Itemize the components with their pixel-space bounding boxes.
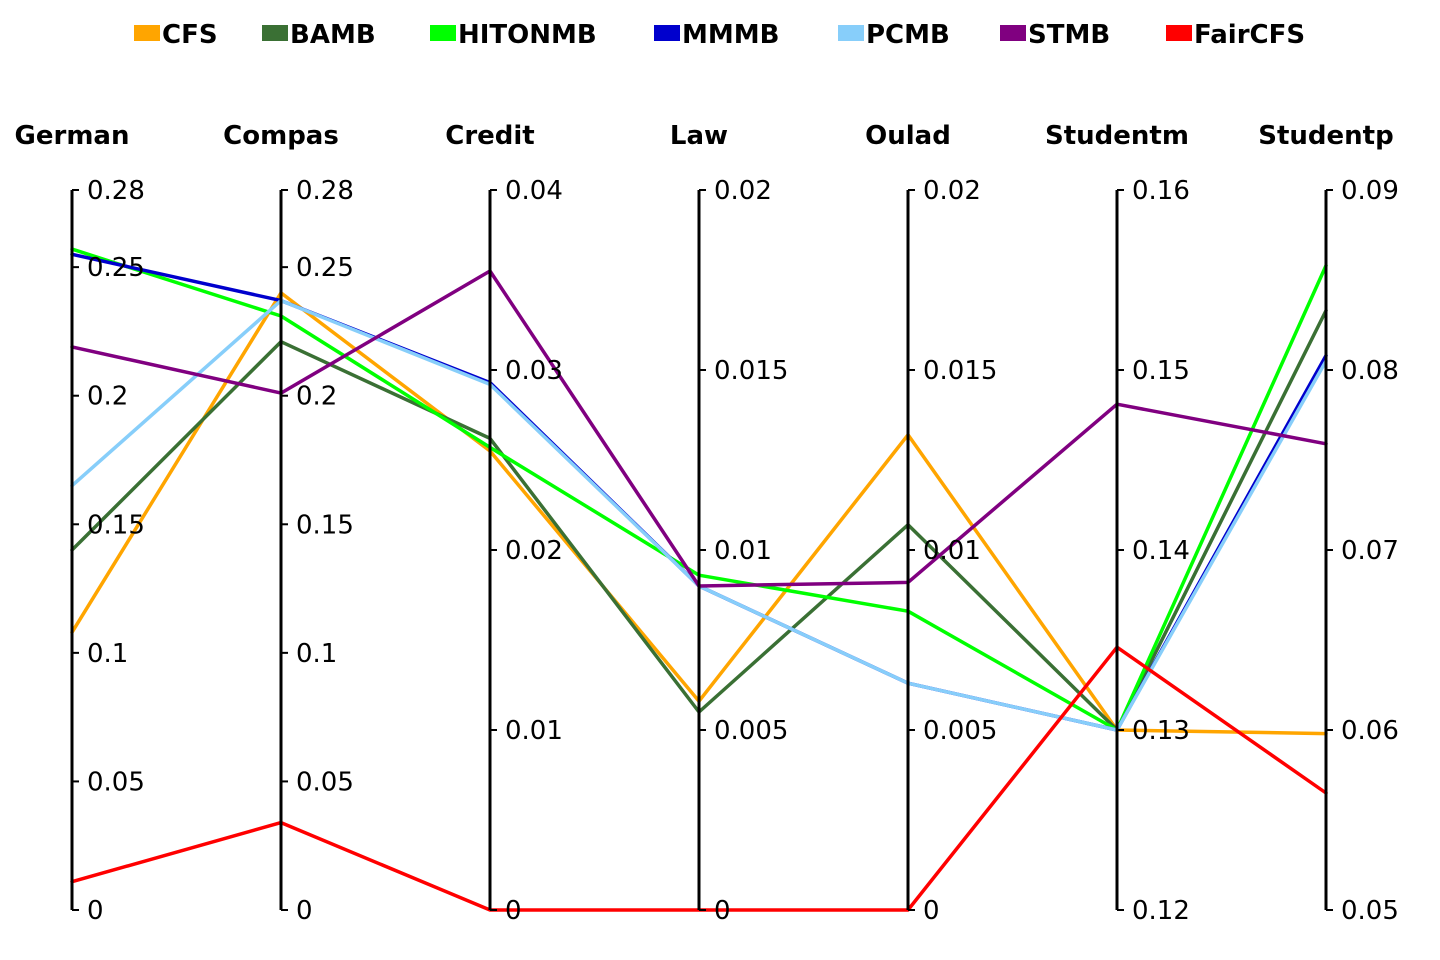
tick-label: 0.15 [87, 510, 145, 540]
tick-label: 0.005 [714, 716, 788, 746]
tick-label: 0 [87, 896, 104, 926]
tick-label: 0.02 [714, 176, 772, 206]
axis-title-oulad: Oulad [865, 121, 951, 151]
legend-label-pcmb: PCMB [866, 20, 950, 50]
tick-label: 0.1 [87, 639, 128, 669]
tick-label: 0.015 [714, 356, 788, 386]
legend-swatch-cfs [134, 25, 160, 41]
tick-label: 0.04 [505, 176, 563, 206]
axis-compas: Compas 0 0.05 0.1 0.15 0.2 0.25 0.28 [223, 121, 354, 926]
tick-label: 0.2 [296, 382, 337, 412]
axis-title-german: German [15, 121, 130, 151]
tick-label: 0.06 [1341, 716, 1399, 746]
tick-label: 0.01 [923, 536, 981, 566]
legend-label-bamb: BAMB [290, 20, 376, 50]
legend-swatch-bamb [262, 25, 288, 41]
tick-label: 0.02 [505, 536, 563, 566]
tick-label: 0.02 [923, 176, 981, 206]
tick-label: 0 [714, 896, 731, 926]
legend-label-faircfs: FairCFS [1194, 20, 1305, 50]
tick-label: 0.08 [1341, 356, 1399, 386]
tick-label: 0.28 [296, 176, 354, 206]
legend-swatch-mmmb [654, 25, 680, 41]
tick-label: 0.07 [1341, 536, 1399, 566]
axis-studentm: Studentm 0.12 0.13 0.14 0.15 0.16 [1045, 121, 1190, 926]
tick-label: 0.01 [714, 536, 772, 566]
legend: CFS BAMB HITONMB MMMB PCMB STMB FairCFS [134, 20, 1305, 50]
axis-credit: Credit 0 0.01 0.02 0.03 0.04 [445, 121, 563, 926]
legend-swatch-hitonmb [430, 25, 456, 41]
tick-label: 0 [296, 896, 313, 926]
tick-label: 0.25 [87, 253, 145, 283]
axis-title-studentm: Studentm [1045, 121, 1189, 151]
axis-studentp: Studentp 0.05 0.06 0.07 0.08 0.09 [1258, 121, 1399, 926]
tick-label: 0.01 [505, 716, 563, 746]
tick-label: 0 [505, 896, 522, 926]
legend-swatch-stmb [1000, 25, 1026, 41]
legend-swatch-pcmb [838, 25, 864, 41]
axis-law: Law 0 0.005 0.01 0.015 0.02 [670, 121, 789, 926]
tick-label: 0.2 [87, 382, 128, 412]
axis-oulad: Oulad 0 0.005 0.01 0.015 0.02 [865, 121, 997, 926]
legend-label-mmmb: MMMB [682, 20, 779, 50]
axis-german: German 0 0.05 0.1 0.15 0.2 0.25 0.28 [15, 121, 145, 926]
tick-label: 0.12 [1132, 896, 1190, 926]
tick-label: 0.005 [923, 716, 997, 746]
tick-label: 0 [923, 896, 940, 926]
tick-label: 0.1 [296, 639, 337, 669]
tick-label: 0.13 [1132, 716, 1190, 746]
axis-title-credit: Credit [445, 121, 535, 151]
tick-label: 0.015 [923, 356, 997, 386]
tick-label: 0.09 [1341, 176, 1399, 206]
legend-label-hitonmb: HITONMB [458, 20, 597, 50]
legend-label-cfs: CFS [162, 20, 218, 50]
tick-label: 0.05 [296, 767, 354, 797]
axes: German 0 0.05 0.1 0.15 0.2 0.25 0.28 Compas 0 0.05… [15, 121, 1399, 926]
tick-label: 0.28 [87, 176, 145, 206]
tick-label: 0.16 [1132, 176, 1190, 206]
axis-title-studentp: Studentp [1258, 121, 1393, 151]
legend-label-stmb: STMB [1028, 20, 1110, 50]
tick-label: 0.15 [1132, 356, 1190, 386]
tick-label: 0.05 [1341, 896, 1399, 926]
tick-label: 0.25 [296, 253, 354, 283]
axis-title-compas: Compas [223, 121, 339, 151]
legend-swatch-faircfs [1166, 25, 1192, 41]
axis-title-law: Law [670, 121, 728, 151]
tick-label: 0.03 [505, 356, 563, 386]
tick-label: 0.14 [1132, 536, 1190, 566]
tick-label: 0.05 [87, 767, 145, 797]
tick-label: 0.15 [296, 510, 354, 540]
